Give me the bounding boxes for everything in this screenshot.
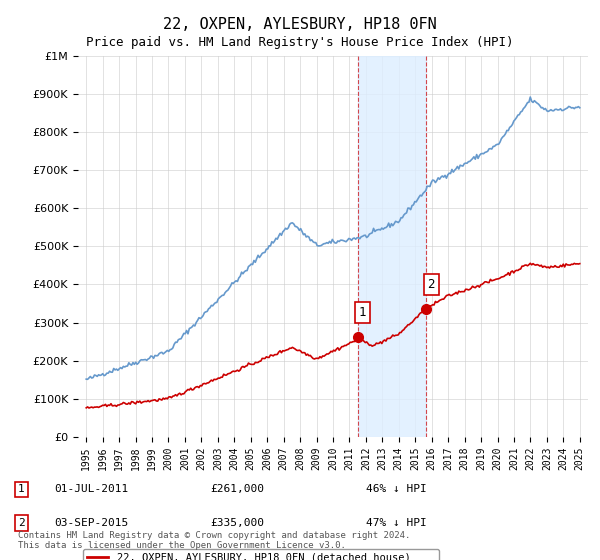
Text: 2: 2 — [427, 278, 435, 291]
Text: 2: 2 — [18, 518, 25, 528]
Text: 22, OXPEN, AYLESBURY, HP18 0FN: 22, OXPEN, AYLESBURY, HP18 0FN — [163, 17, 437, 32]
Text: Price paid vs. HM Land Registry's House Price Index (HPI): Price paid vs. HM Land Registry's House … — [86, 36, 514, 49]
Text: £335,000: £335,000 — [210, 518, 264, 528]
Text: 1: 1 — [18, 484, 25, 494]
Text: 46% ↓ HPI: 46% ↓ HPI — [366, 484, 427, 494]
Legend: 22, OXPEN, AYLESBURY, HP18 0FN (detached house), HPI: Average price, detached ho: 22, OXPEN, AYLESBURY, HP18 0FN (detached… — [83, 549, 439, 560]
Text: 1: 1 — [359, 306, 367, 319]
Text: 03-SEP-2015: 03-SEP-2015 — [54, 518, 128, 528]
Text: Contains HM Land Registry data © Crown copyright and database right 2024.
This d: Contains HM Land Registry data © Crown c… — [18, 530, 410, 550]
Text: £261,000: £261,000 — [210, 484, 264, 494]
Bar — [358, 56, 426, 437]
Text: 01-JUL-2011: 01-JUL-2011 — [54, 484, 128, 494]
Text: 47% ↓ HPI: 47% ↓ HPI — [366, 518, 427, 528]
